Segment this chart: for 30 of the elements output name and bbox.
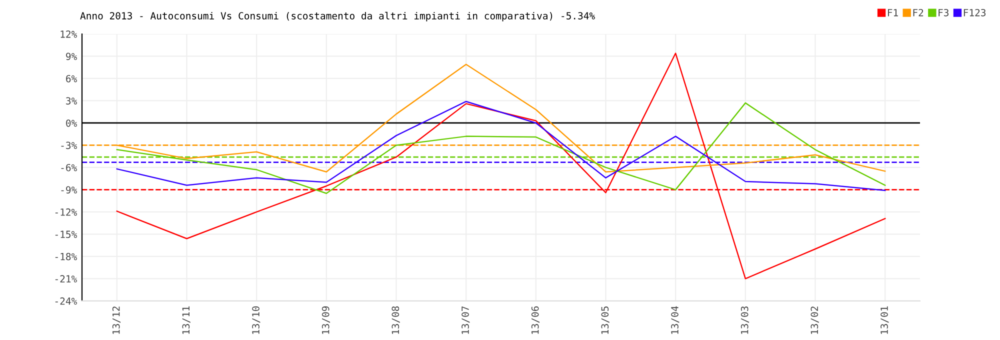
y-tick-label: -3% bbox=[61, 142, 77, 150]
x-tick-label: 13/04 bbox=[671, 306, 680, 334]
y-tick-label: -18% bbox=[55, 252, 77, 260]
y-tick-label: 6% bbox=[66, 74, 77, 82]
y-tick-label: 0% bbox=[66, 119, 77, 127]
x-tick-label: 13/08 bbox=[392, 306, 400, 334]
y-tick-label: 3% bbox=[66, 97, 77, 105]
y-tick-label: 9% bbox=[66, 52, 77, 60]
y-tick-label: -9% bbox=[61, 186, 77, 194]
x-tick-label: 13/01 bbox=[880, 306, 889, 334]
x-tick-label: 13/05 bbox=[601, 306, 610, 334]
x-tick-label: 13/06 bbox=[531, 306, 540, 334]
x-tick-label: 13/03 bbox=[740, 306, 750, 334]
legend-label: F1 bbox=[888, 9, 898, 16]
legend-label: F123 bbox=[964, 8, 986, 16]
chart-title: Anno 2013 - Autoconsumi Vs Consumi (scostamento da altri impianti in comparativa) -5.34% bbox=[80, 12, 595, 22]
legend-label: F3 bbox=[938, 8, 948, 16]
y-tick-label: 12% bbox=[60, 30, 77, 38]
y-tick-label: -24% bbox=[55, 297, 77, 305]
x-tick-label: 13/02 bbox=[810, 306, 819, 334]
y-tick-label: -15% bbox=[55, 230, 77, 238]
x-tick-label: 13/10 bbox=[252, 306, 260, 334]
x-tick-label: 13/09 bbox=[322, 306, 330, 334]
y-tick-label: -12% bbox=[55, 208, 77, 216]
x-tick-label: 13/11 bbox=[182, 306, 190, 334]
y-tick-label: -21% bbox=[55, 275, 77, 282]
x-tick-label: 13/07 bbox=[462, 306, 470, 334]
legend-label: F2 bbox=[913, 8, 924, 16]
x-tick-label: 13/12 bbox=[112, 306, 121, 334]
y-tick-label: -6% bbox=[61, 164, 77, 172]
